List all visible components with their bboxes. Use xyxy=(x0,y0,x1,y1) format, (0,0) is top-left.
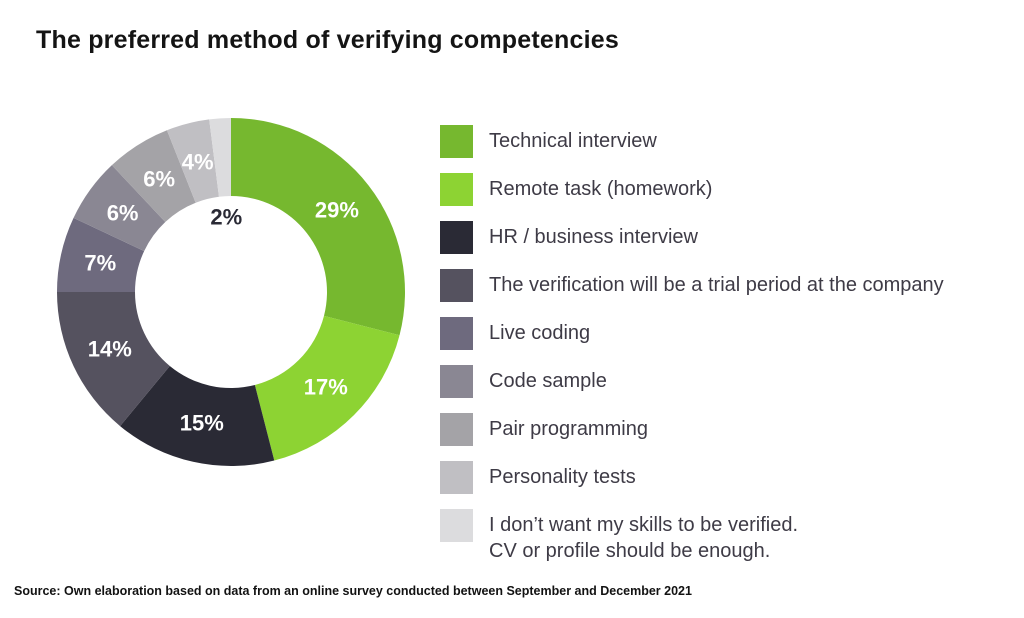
legend-swatch-3 xyxy=(440,269,473,302)
legend-swatch-0 xyxy=(440,125,473,158)
legend-swatch-6 xyxy=(440,413,473,446)
legend-item-8: I don’t want my skills to be verified. C… xyxy=(440,509,944,564)
legend-item-5: Code sample xyxy=(440,365,944,398)
slice-label-5: 6% xyxy=(107,201,139,226)
legend-label-3: The verification will be a trial period … xyxy=(489,274,944,296)
chart-title: The preferred method of verifying compet… xyxy=(36,26,619,54)
legend-label-4: Live coding xyxy=(489,322,591,344)
legend-label-6: Pair programming xyxy=(489,418,648,440)
legend-item-3: The verification will be a trial period … xyxy=(440,269,944,302)
legend-swatch-7 xyxy=(440,461,473,494)
legend-item-0: Technical interview xyxy=(440,125,944,158)
slice-label-7: 4% xyxy=(182,150,214,175)
slice-label-3: 14% xyxy=(88,337,132,362)
legend-label-0: Technical interview xyxy=(489,130,657,152)
legend-item-1: Remote task (homework) xyxy=(440,173,944,206)
source-note: Source: Own elaboration based on data fr… xyxy=(14,584,692,598)
legend-swatch-4 xyxy=(440,317,473,350)
legend-swatch-2 xyxy=(440,221,473,254)
legend-swatch-5 xyxy=(440,365,473,398)
donut-slice-0 xyxy=(231,118,405,336)
legend-item-2: HR / business interview xyxy=(440,221,944,254)
legend-label-8: I don’t want my skills to be verified. C… xyxy=(489,514,799,562)
donut-slice-5 xyxy=(73,165,166,252)
legend-item-6: Pair programming xyxy=(440,413,944,446)
legend-label-1: Remote task (homework) xyxy=(489,178,713,200)
slice-label-8: 2% xyxy=(210,205,242,230)
donut-slice-1 xyxy=(254,315,400,461)
slice-label-0: 29% xyxy=(315,197,359,222)
slice-label-1: 17% xyxy=(304,374,348,399)
donut-slice-2 xyxy=(120,365,275,466)
donut-slice-3 xyxy=(57,292,170,427)
legend-swatch-1 xyxy=(440,173,473,206)
legend-item-4: Live coding xyxy=(440,317,944,350)
donut-slice-6 xyxy=(111,130,196,223)
donut-slice-4 xyxy=(57,217,145,292)
legend-label-7: Personality tests xyxy=(489,466,636,488)
donut-slice-8 xyxy=(209,118,231,197)
legend-label-5: Code sample xyxy=(489,370,607,392)
legend-item-7: Personality tests xyxy=(440,461,944,494)
legend: Technical interview Remote task (homework… xyxy=(440,125,944,579)
donut-chart: 29% 17% 15% 14% 7% 6%6% 4% 2% xyxy=(57,118,405,466)
legend-swatch-8 xyxy=(440,509,473,542)
slice-label-6: 6% xyxy=(143,166,175,191)
donut-slice-7 xyxy=(166,119,219,203)
legend-label-2: HR / business interview xyxy=(489,226,698,248)
slice-label-4: 7% xyxy=(84,250,116,275)
slice-label-2: 15% xyxy=(180,410,224,435)
